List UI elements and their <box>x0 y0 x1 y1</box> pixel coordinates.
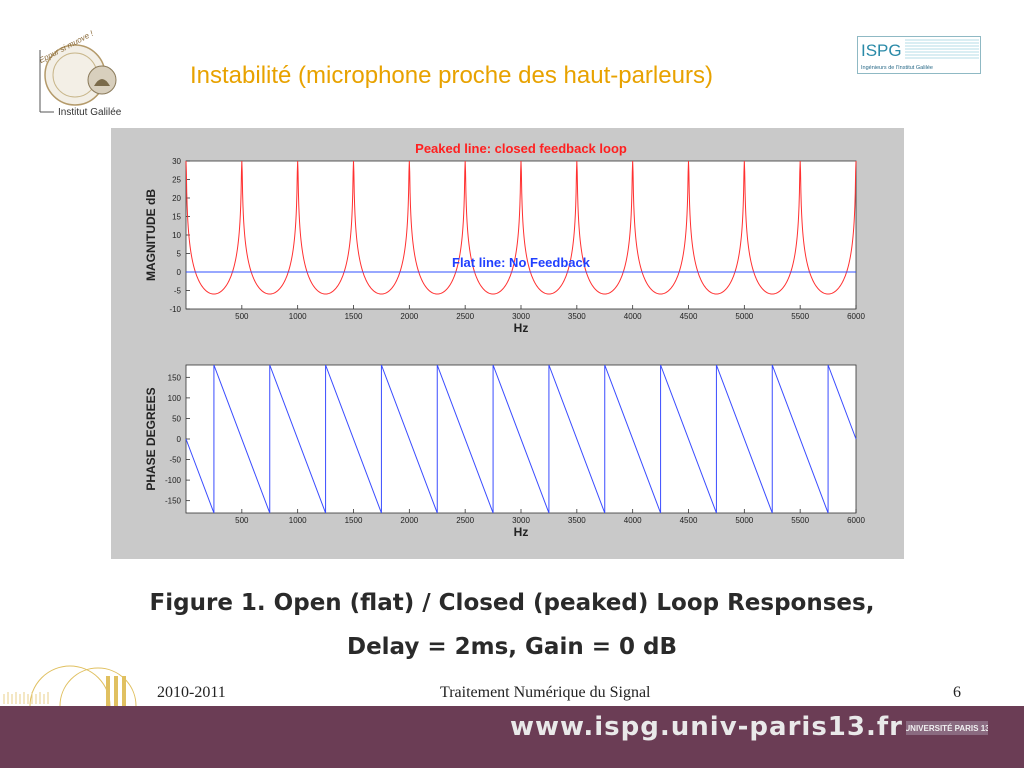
magnitude-ytick-label: 5 <box>177 250 182 259</box>
phase-ytick-label: 100 <box>168 394 182 403</box>
footer-bar <box>0 706 1024 768</box>
paris13-logo: UNIVERSITÉ PARIS 13 <box>904 715 990 741</box>
magnitude-ytick-label: -10 <box>169 305 181 314</box>
magnitude-xtick-label: 4500 <box>680 312 698 321</box>
phase-xtick-label: 2500 <box>456 516 474 525</box>
magnitude-xtick-label: 3500 <box>568 312 586 321</box>
magnitude-ylabel: MAGNITUDE dB <box>144 189 158 281</box>
phase-xtick-label: 3000 <box>512 516 530 525</box>
peaked-line-series <box>185 160 857 295</box>
phase-xlabel: Hz <box>514 525 529 539</box>
footer-course-title: Traitement Numérique du Signal <box>440 684 651 701</box>
magnitude-xtick-label: 5500 <box>791 312 809 321</box>
institut-galilee-logo: Eppur si muove ! Institut Galilée <box>30 29 145 122</box>
figure-panel: Peaked line: closed feedback loop 30 25 20… <box>111 128 904 559</box>
magnitude-ytick-label: -5 <box>174 287 182 296</box>
figure-caption-line1: Figure 1. Open (flat) / Closed (peaked) … <box>149 590 875 616</box>
magnitude-ytick-label: 30 <box>172 157 181 166</box>
bode-plot: Peaked line: closed feedback loop 30 25 20… <box>144 141 865 539</box>
magnitude-xtick-label: 5000 <box>735 312 753 321</box>
magnitude-xlabel: Hz <box>514 321 529 335</box>
phase-xtick-label: 500 <box>235 516 249 525</box>
galilee-name: Institut Galilée <box>58 107 122 118</box>
phase-xtick-label: 1500 <box>345 516 363 525</box>
phase-xtick-label: 5500 <box>791 516 809 525</box>
ispg-tagline: Ingénieurs de l'Institut Galilée <box>861 65 933 71</box>
phase-xtick-label: 2000 <box>400 516 418 525</box>
magnitude-plot-area <box>185 160 857 310</box>
magnitude-xtick-label: 1500 <box>345 312 363 321</box>
paris13-text: UNIVERSITÉ PARIS 13 <box>906 724 988 733</box>
magnitude-ytick-label: 20 <box>172 194 181 203</box>
phase-ylabel: PHASE DEGREES <box>144 387 158 490</box>
phase-xtick-label: 5000 <box>735 516 753 525</box>
magnitude-xtick-label: 1000 <box>289 312 307 321</box>
phase-ytick-label: -50 <box>169 456 181 465</box>
phase-ytick-label: -150 <box>165 497 182 506</box>
phase-xtick-label: 6000 <box>847 516 865 525</box>
magnitude-xtick-label: 2500 <box>456 312 474 321</box>
magnitude-ytick-label: 10 <box>172 231 181 240</box>
magnitude-title: Peaked line: closed feedback loop <box>415 141 627 156</box>
magnitude-xtick-label: 3000 <box>512 312 530 321</box>
phase-ytick-label: 50 <box>172 414 181 423</box>
page-number: 6 <box>953 684 961 701</box>
magnitude-ytick-label: 0 <box>177 268 182 277</box>
figure-caption-line2: Delay = 2ms, Gain = 0 dB <box>346 634 678 660</box>
phase-ytick-label: -100 <box>165 476 182 485</box>
phase-xtick-label: 4000 <box>624 516 642 525</box>
magnitude-ytick-label: 25 <box>172 176 181 185</box>
phase-series <box>185 364 857 514</box>
magnitude-xtick-label: 500 <box>235 312 249 321</box>
footer-year: 2010-2011 <box>157 684 226 701</box>
phase-xtick-label: 3500 <box>568 516 586 525</box>
slide-title: Instabilité (microphone proche des haut-… <box>190 62 713 89</box>
magnitude-ytick-label: 15 <box>172 213 181 222</box>
phase-ytick-label: 150 <box>168 373 182 382</box>
magnitude-xtick-label: 2000 <box>400 312 418 321</box>
phase-xtick-label: 4500 <box>680 516 698 525</box>
flat-line-annotation: Flat line: No Feedback <box>452 255 591 270</box>
phase-xtick-label: 1000 <box>289 516 307 525</box>
phase-ytick-label: 0 <box>177 435 182 444</box>
magnitude-xtick-label: 6000 <box>847 312 865 321</box>
ispg-logo: ISPG Ingénieurs de l'Institut Galilée <box>857 36 981 74</box>
footer-url[interactable]: www.ispg.univ-paris13.fr <box>510 712 903 742</box>
magnitude-xtick-label: 4000 <box>624 312 642 321</box>
ispg-name: ISPG <box>861 41 902 60</box>
